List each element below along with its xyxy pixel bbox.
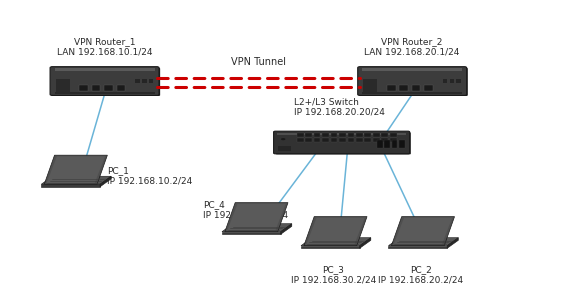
Polygon shape [41,184,100,187]
Bar [356,133,363,137]
Text: PC_4
IP 192.168.40.2/24: PC_4 IP 192.168.40.2/24 [203,200,289,219]
FancyBboxPatch shape [52,68,160,96]
Bar [297,133,304,137]
Polygon shape [306,218,365,245]
Polygon shape [222,224,292,232]
Bar [425,85,433,91]
Bar [339,133,346,137]
Bar [117,85,125,91]
Bar [305,138,312,142]
Polygon shape [228,204,286,231]
Polygon shape [222,232,281,234]
Bar [339,138,346,142]
Bar [305,133,312,137]
Text: PC_1
IP 192.168.10.2/24: PC_1 IP 192.168.10.2/24 [107,166,192,186]
Bar [278,146,290,151]
Text: PC_2
IP 192.168.20.2/24: PC_2 IP 192.168.20.2/24 [378,265,463,285]
Polygon shape [281,224,292,234]
Bar [104,85,113,91]
Bar [331,138,338,142]
Polygon shape [388,238,458,246]
Bar [55,92,154,94]
Bar [381,133,388,137]
Bar [142,79,147,83]
Bar [55,68,154,71]
Bar [373,138,380,142]
Bar [277,133,406,135]
Bar [365,133,372,137]
FancyBboxPatch shape [50,67,159,95]
Polygon shape [47,156,105,183]
Bar [387,85,396,91]
Bar [377,140,382,148]
Bar [392,140,397,148]
Bar [314,138,320,142]
Bar [400,85,408,91]
Bar [79,85,88,91]
Polygon shape [388,246,447,248]
Text: VPN Router_1
LAN 192.168.10.1/24: VPN Router_1 LAN 192.168.10.1/24 [57,37,152,57]
Bar [356,138,363,142]
Polygon shape [44,155,107,184]
Polygon shape [447,238,458,248]
Polygon shape [359,238,371,248]
Polygon shape [301,238,371,246]
Text: VPN Router_2
LAN 192.168.20.1/24: VPN Router_2 LAN 192.168.20.1/24 [365,37,460,57]
Bar [373,133,380,137]
Bar [331,133,338,137]
Bar [384,140,390,148]
Bar [363,79,377,92]
Polygon shape [304,217,367,246]
Text: VPN Tunnel: VPN Tunnel [231,57,286,67]
FancyBboxPatch shape [358,67,467,95]
Polygon shape [41,176,111,184]
Bar [390,133,397,137]
Bar [362,68,462,71]
Bar [450,79,454,83]
FancyBboxPatch shape [360,68,468,96]
Polygon shape [100,176,111,187]
Bar [381,138,388,142]
FancyBboxPatch shape [274,131,410,154]
Bar [56,79,70,92]
Polygon shape [394,218,452,245]
Bar [322,133,329,137]
Bar [347,133,354,137]
Polygon shape [225,203,288,232]
Bar [412,85,420,91]
Bar [457,79,461,83]
Bar [399,140,404,148]
Bar [314,133,320,137]
Bar [149,79,153,83]
Polygon shape [392,217,454,246]
Bar [297,138,304,142]
FancyBboxPatch shape [276,132,411,154]
Bar [362,92,462,94]
Polygon shape [301,246,359,248]
Bar [135,79,140,83]
Circle shape [281,138,286,140]
Bar [390,138,397,142]
Text: L2+/L3 Switch
IP 192.168.20.20/24: L2+/L3 Switch IP 192.168.20.20/24 [294,97,385,117]
Bar [443,79,448,83]
Text: PC_3
IP 192.168.30.2/24: PC_3 IP 192.168.30.2/24 [290,265,376,285]
Bar [347,138,354,142]
Bar [92,85,100,91]
Bar [365,138,372,142]
Bar [322,138,329,142]
